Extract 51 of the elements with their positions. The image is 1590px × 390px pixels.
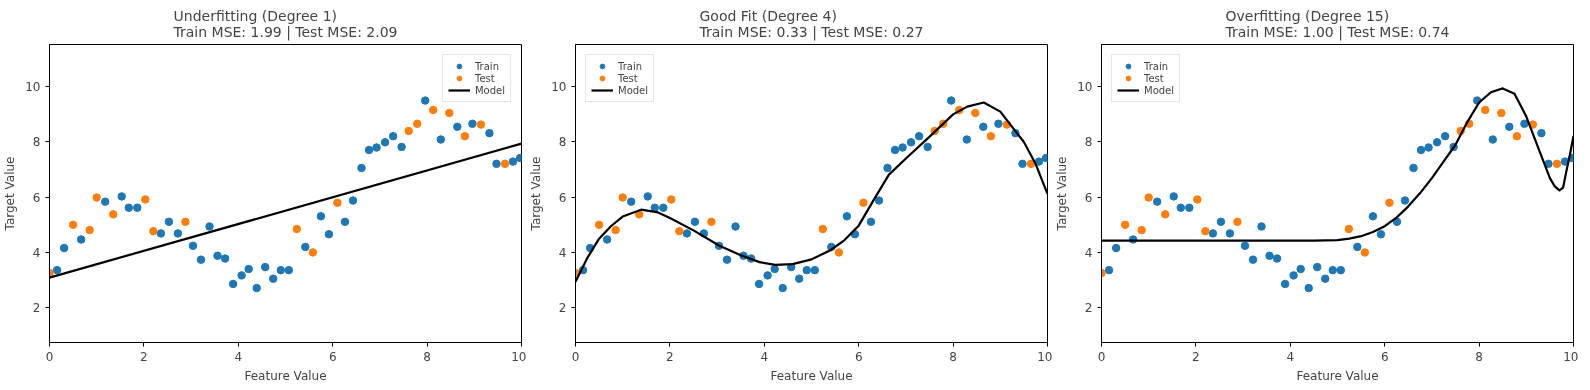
legend-label: Model [618,84,649,96]
y-axis-title: Target Value [3,156,18,232]
legend-label: Train [474,60,499,72]
y-tick-label: 2 [1084,301,1093,316]
x-tick-label: 2 [140,349,148,364]
y-tick-label: 4 [1084,245,1093,260]
y-tick-label: 6 [1084,190,1093,205]
x-tick-label: 2 [666,349,674,364]
y-tick-label: 4 [558,245,567,260]
legend-label: Train [618,60,642,72]
x-axis-title: Feature Value [770,368,853,383]
x-tick-label: 4 [760,349,769,364]
x-tick-label: 6 [1380,349,1389,364]
legend-label: Test [474,72,495,84]
x-tick-label: 8 [949,349,957,364]
x-tick-label: 10 [511,349,527,364]
x-tick-label: 0 [1097,349,1106,364]
y-tick-label: 8 [558,135,567,150]
x-tick-label: 8 [1475,349,1483,364]
x-axis-title: Feature Value [244,368,327,383]
y-tick-label: 8 [1084,135,1093,150]
y-tick-label: 2 [558,301,567,316]
chart-title: Overfitting (Degree 15) Train MSE: 1.00 | Test MSE: 0.74 [1224,7,1450,41]
x-tick-label: 10 [1563,349,1579,364]
chart-title: Good Fit (Degree 4) Train MSE: 0.33 | Test MSE: 0.27 [698,7,924,41]
legend-label: Model [474,84,505,96]
y-tick-label: 4 [32,245,41,260]
legend-label: Model [1144,84,1175,96]
legend-label: Test [1144,72,1164,84]
chart-title: Underfitting (Degree 1) Train MSE: 1.99 | Test MSE: 2.09 [172,7,398,41]
y-tick-label: 6 [558,190,567,205]
y-tick-label: 10 [25,80,41,95]
x-tick-label: 6 [328,349,337,364]
y-tick-label: 2 [32,301,41,316]
x-tick-label: 4 [1286,349,1295,364]
x-axis-title: Feature Value [1296,368,1379,383]
x-tick-label: 4 [234,349,243,364]
y-tick-label: 10 [551,80,567,95]
y-tick-label: 10 [1077,80,1093,95]
x-tick-label: 2 [1192,349,1200,364]
y-tick-label: 8 [32,135,41,150]
y-axis-title: Target Value [1055,156,1070,232]
y-tick-label: 6 [32,190,41,205]
legend-label: Train [1144,60,1168,72]
legend-label: Test [618,72,638,84]
x-tick-label: 0 [571,349,580,364]
x-tick-label: 10 [1037,349,1053,364]
x-tick-label: 8 [423,349,431,364]
x-tick-label: 0 [45,349,54,364]
y-axis-title: Target Value [529,156,544,232]
x-tick-label: 6 [854,349,863,364]
